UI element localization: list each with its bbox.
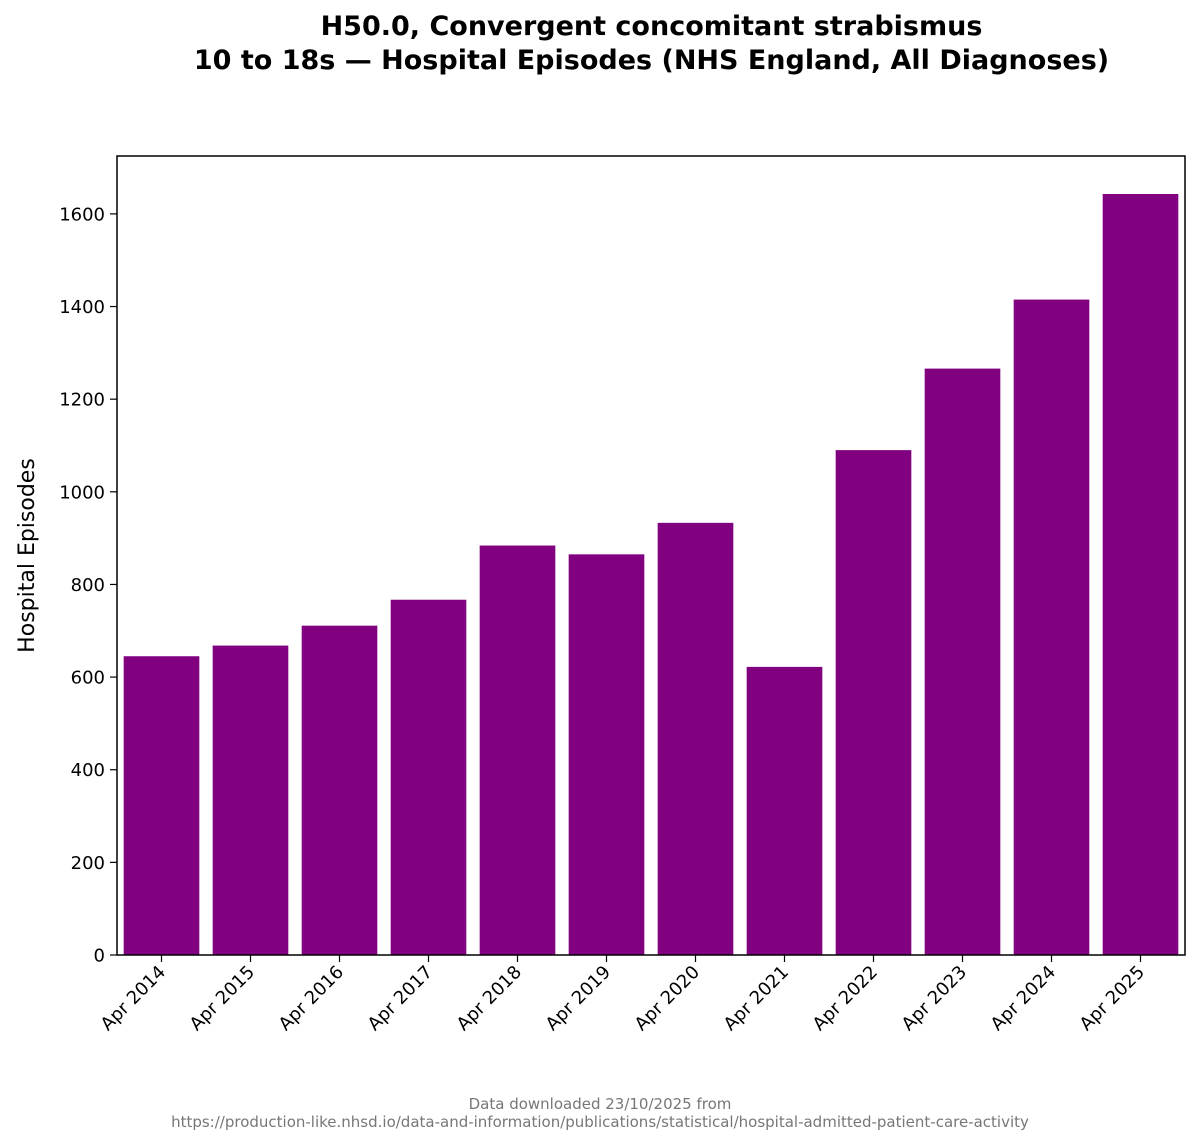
- bar-apr-2018: [479, 545, 556, 955]
- y-tick-label: 1000: [59, 482, 105, 503]
- y-tick-label: 200: [71, 853, 105, 874]
- y-tick-label: 1200: [59, 390, 105, 411]
- bar-apr-2025: [1102, 193, 1179, 955]
- bar-apr-2014: [123, 656, 200, 955]
- y-tick-label: 1400: [59, 297, 105, 318]
- x-tick-label: Apr 2025: [1076, 962, 1149, 1035]
- x-tick-label: Apr 2023: [898, 962, 971, 1035]
- bar-apr-2017: [390, 599, 467, 955]
- bar-apr-2023: [924, 368, 1001, 955]
- bars-layer: [123, 193, 1179, 956]
- bar-apr-2015: [212, 645, 289, 955]
- x-tick-label: Apr 2020: [631, 962, 704, 1035]
- footer-download-note: Data downloaded 23/10/2025 from: [468, 1095, 732, 1113]
- y-axis-label: Hospital Episodes: [15, 458, 40, 653]
- x-tick-label: Apr 2014: [97, 962, 170, 1035]
- x-tick-label: Apr 2021: [720, 962, 793, 1035]
- chart-title-line-2: 10 to 18s — Hospital Episodes (NHS Engla…: [193, 45, 1110, 76]
- y-tick-label: 1600: [59, 204, 105, 225]
- x-tick-label: Apr 2016: [275, 962, 348, 1035]
- y-tick-label: 0: [94, 946, 105, 967]
- x-tick-label: Apr 2022: [809, 962, 882, 1035]
- bar-apr-2024: [1013, 299, 1090, 956]
- chart-title: H50.0, Convergent concomitant strabismus…: [0, 10, 1200, 78]
- data-source-footer: Data downloaded 23/10/2025 from https://…: [0, 1095, 1200, 1131]
- bar-apr-2022: [835, 450, 912, 955]
- bar-apr-2019: [568, 554, 645, 955]
- plot-frame: [116, 155, 1186, 956]
- y-tick-label: 800: [71, 575, 105, 596]
- bar-apr-2021: [746, 666, 823, 955]
- chart-title-line-1: H50.0, Convergent concomitant strabismus: [320, 11, 983, 42]
- x-tick-label: Apr 2019: [542, 962, 615, 1035]
- y-tick-label: 400: [71, 760, 105, 781]
- x-tick-label: Apr 2018: [453, 962, 526, 1035]
- x-tick-label: Apr 2024: [987, 962, 1060, 1035]
- y-tick-label: 600: [71, 668, 105, 689]
- footer-source-url: https://production-like.nhsd.io/data-and…: [171, 1113, 1029, 1131]
- bar-apr-2020: [657, 522, 734, 955]
- x-tick-label: Apr 2017: [364, 962, 437, 1035]
- x-tick-label: Apr 2015: [186, 962, 259, 1035]
- bar-apr-2016: [301, 625, 378, 955]
